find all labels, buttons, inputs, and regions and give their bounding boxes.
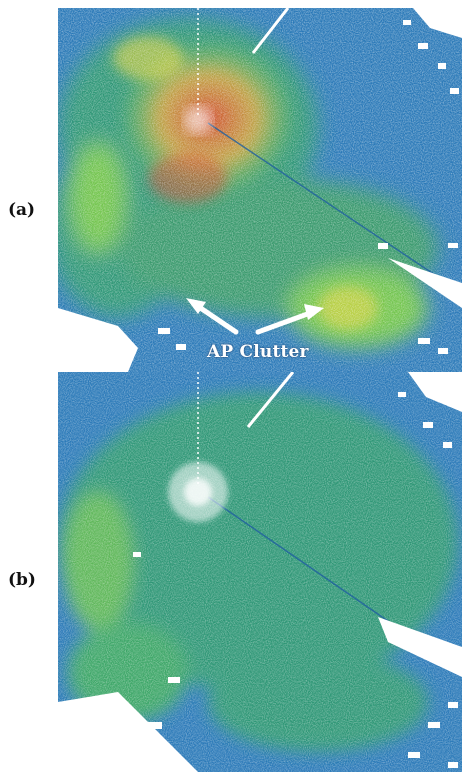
annotation-arrows bbox=[186, 298, 324, 335]
radar-image-b bbox=[58, 372, 462, 772]
ap-clutter-annotation: AP Clutter bbox=[207, 342, 309, 362]
radar-image-a bbox=[58, 8, 462, 372]
panel-a-label: (a) bbox=[8, 200, 36, 220]
panel-b-label: (b) bbox=[8, 570, 36, 590]
